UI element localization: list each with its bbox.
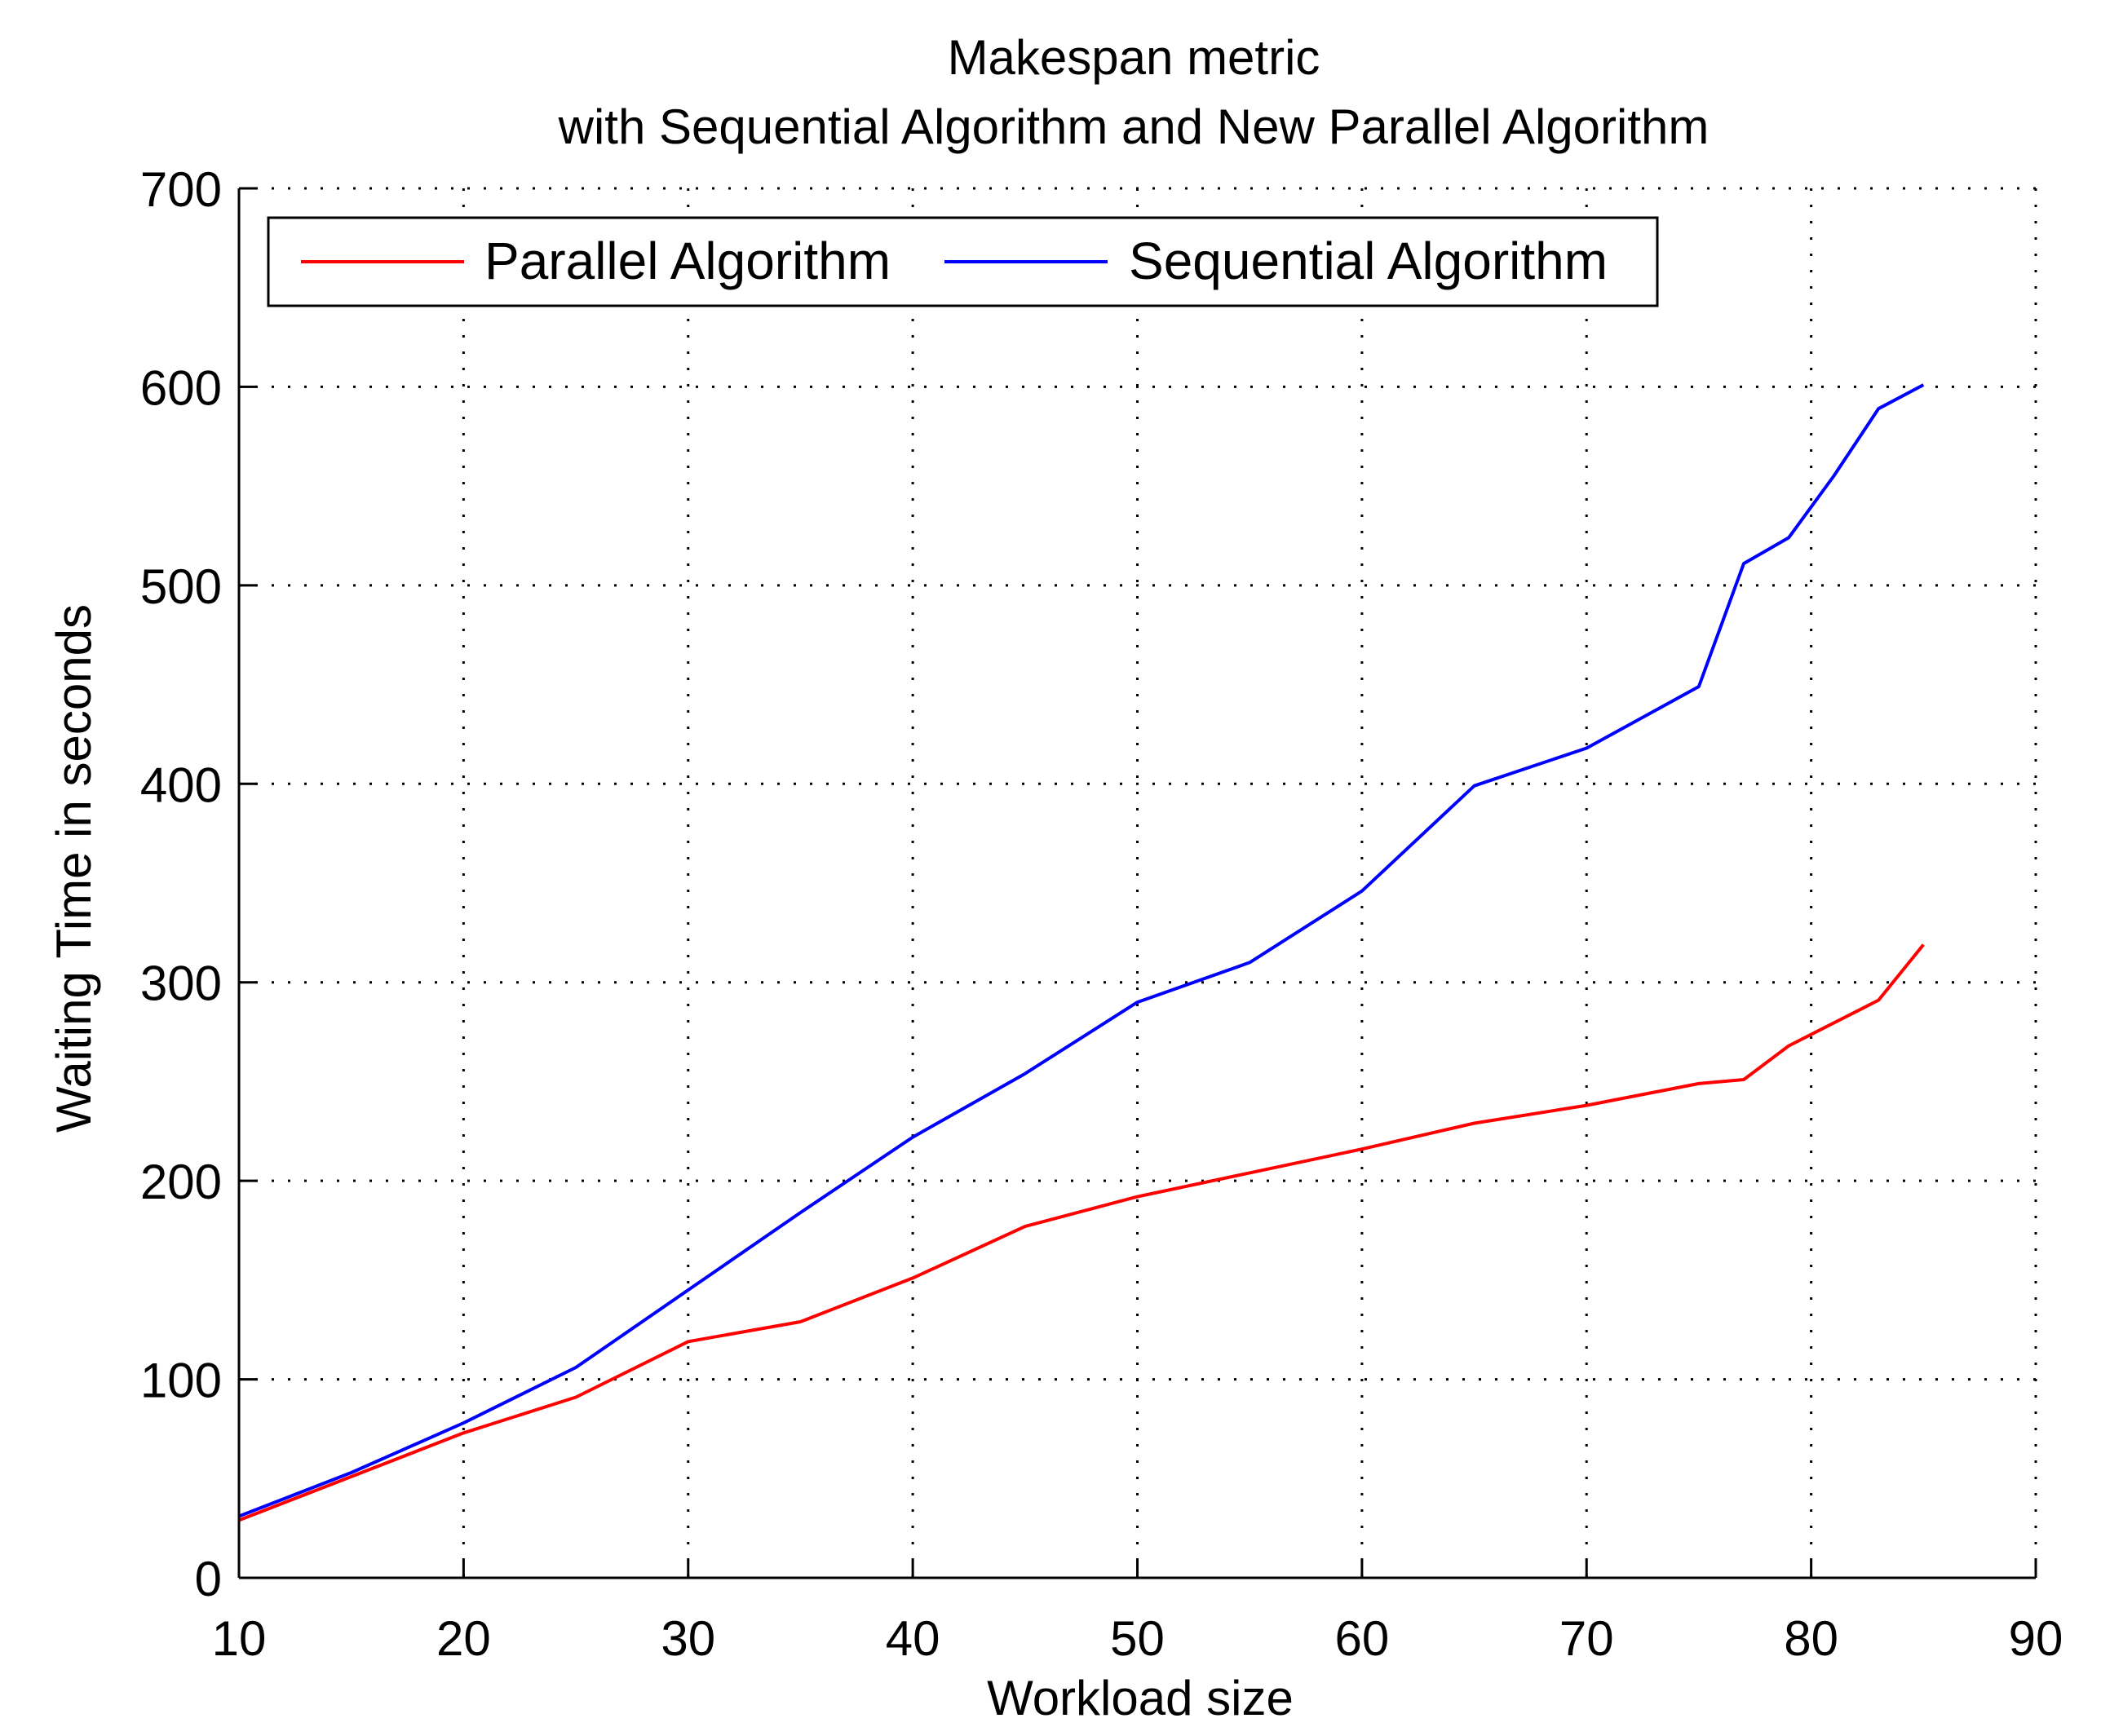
y-tick-label: 700 [140,162,222,217]
y-axis-label: Waiting Time in seconds [46,604,101,1133]
y-tick-label: 100 [140,1354,222,1408]
x-tick-label: 50 [1110,1611,1165,1666]
y-tick-label: 500 [140,559,222,614]
series-line-sequential-algorithm [238,383,1925,1518]
x-tick-label: 90 [2009,1611,2063,1666]
x-tick-label: 10 [212,1611,267,1666]
legend-label-sequential: Sequential Algorithm [1129,232,1608,290]
axes: 10 20 30 40 50 60 70 80 90 0 100 200 300 400 500 600 700 [140,162,2063,1666]
x-tick-label: 20 [436,1611,491,1666]
y-tick-label: 600 [140,360,222,415]
x-tick-label: 40 [886,1611,940,1666]
series-line-parallel-algorithm [238,943,1925,1522]
legend: Parallel Algorithm Sequential Algorithm [267,216,1659,307]
x-axis-label: Workload size [987,1671,1294,1725]
chart-title-line-1: Makespan metric [948,30,1320,85]
series [238,383,1925,1522]
legend-label-parallel: Parallel Algorithm [484,232,891,290]
x-tick-label: 70 [1559,1611,1614,1666]
chart-title-line-2: with Sequential Algorithm and New Parall… [558,99,1710,154]
x-tick-label: 60 [1335,1611,1390,1666]
x-tick-label: 30 [661,1611,715,1666]
x-tick-label: 80 [1784,1611,1838,1666]
y-tick-label: 200 [140,1155,222,1209]
y-tick-label: 400 [140,758,222,812]
y-tick-label: 0 [195,1552,222,1606]
y-tick-label: 300 [140,956,222,1011]
